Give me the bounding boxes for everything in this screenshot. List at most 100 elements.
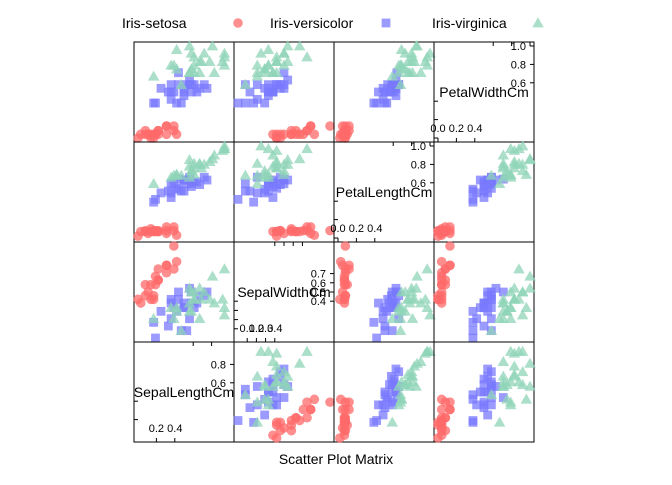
data-point-iris-setosa: [271, 420, 282, 430]
data-point-iris-virginica: [497, 171, 510, 182]
data-point-iris-versicolor: [385, 87, 394, 97]
data-point-iris-virginica: [270, 66, 283, 77]
data-point-iris-virginica: [524, 153, 536, 164]
data-point-iris-virginica: [504, 345, 517, 356]
data-point-iris-versicolor: [186, 87, 196, 97]
data-point-iris-virginica: [392, 59, 405, 70]
tick-label: 0.5: [311, 287, 326, 299]
data-point-iris-setosa: [433, 294, 443, 305]
tick-label: 0.6: [311, 278, 326, 290]
data-point-iris-virginica: [485, 169, 498, 180]
data-point-iris-virginica: [411, 357, 423, 368]
panel-r3-c3: [333, 241, 436, 343]
data-point-iris-virginica: [394, 312, 407, 323]
data-point-iris-virginica: [516, 378, 529, 389]
data-point-iris-setosa: [325, 121, 335, 131]
tick-label: 1.0: [511, 41, 526, 53]
data-point-iris-versicolor: [245, 87, 255, 97]
data-point-iris-versicolor: [479, 186, 489, 196]
tick-label: 0.7: [311, 269, 326, 281]
data-point-iris-versicolor: [275, 367, 285, 377]
diagonal-label: PetalWidthCm: [439, 84, 528, 100]
data-point-iris-versicolor: [279, 68, 289, 78]
data-point-iris-virginica: [516, 158, 529, 169]
data-point-iris-virginica: [262, 143, 275, 154]
data-point-iris-versicolor: [468, 326, 478, 336]
data-point-iris-versicolor: [252, 382, 262, 391]
panel-r4-c3: [333, 341, 436, 443]
data-point-iris-versicolor: [378, 94, 388, 104]
tick-label: 0.4: [311, 296, 326, 308]
data-point-iris-setosa: [305, 404, 316, 415]
data-point-iris-virginica: [497, 355, 510, 366]
data-point-iris-virginica: [251, 370, 264, 381]
data-point-iris-versicolor: [185, 75, 194, 85]
data-point-iris-versicolor: [240, 179, 250, 189]
data-point-iris-virginica: [262, 59, 275, 70]
data-point-iris-versicolor: [468, 390, 478, 400]
data-point-iris-setosa: [325, 225, 335, 236]
data-point-iris-versicolor: [475, 387, 485, 397]
data-point-iris-virginica: [504, 143, 517, 154]
data-point-iris-setosa: [440, 397, 451, 407]
tick-label: 0.4: [467, 123, 482, 135]
data-point-iris-versicolor: [479, 193, 489, 202]
tick-label: 0.8: [411, 159, 426, 171]
data-point-iris-versicolor: [166, 87, 176, 97]
data-point-iris-setosa: [286, 420, 297, 430]
data-point-iris-virginica: [251, 66, 264, 77]
data-point-iris-virginica: [497, 370, 510, 381]
data-point-iris-versicolor: [468, 306, 478, 316]
data-point-iris-virginica: [198, 47, 210, 58]
data-point-iris-setosa: [440, 275, 451, 285]
data-point-iris-versicolor: [385, 298, 394, 308]
panel-r4-c4: [433, 341, 536, 443]
data-point-iris-virginica: [218, 301, 231, 312]
data-point-iris-virginica: [270, 55, 283, 66]
data-point-iris-virginica: [239, 389, 252, 400]
data-point-iris-virginica: [405, 370, 418, 381]
data-point-iris-virginica: [504, 301, 517, 312]
data-point-iris-versicolor: [240, 186, 250, 196]
data-point-iris-setosa: [161, 267, 172, 278]
data-point-iris-versicolor: [498, 287, 508, 297]
data-point-iris-virginica: [239, 169, 252, 180]
data-point-iris-virginica: [504, 312, 517, 323]
data-point-iris-virginica: [516, 286, 529, 297]
data-point-iris-versicolor: [479, 380, 489, 390]
data-point-iris-versicolor: [486, 377, 496, 387]
data-point-iris-virginica: [218, 143, 231, 154]
data-point-iris-virginica: [193, 158, 206, 169]
data-point-iris-versicolor: [380, 303, 390, 313]
data-point-iris-virginica: [508, 360, 521, 371]
tick-label: 0.6: [511, 78, 526, 90]
data-point-iris-virginica: [301, 345, 313, 356]
tick-label: 0.2: [449, 123, 464, 135]
data-point-iris-versicolor: [479, 182, 489, 191]
data-point-iris-virginica: [267, 355, 279, 366]
data-point-iris-virginica: [405, 55, 418, 66]
data-point-iris-virginica: [281, 55, 294, 66]
data-point-iris-setosa: [436, 256, 447, 267]
data-point-iris-setosa: [340, 125, 351, 136]
data-point-iris-setosa: [171, 256, 182, 267]
data-point-iris-versicolor: [386, 371, 396, 381]
data-point-iris-virginica: [508, 282, 521, 293]
data-point-iris-setosa: [146, 133, 156, 143]
data-point-iris-virginica: [421, 263, 433, 274]
data-point-iris-versicolor: [179, 186, 189, 196]
data-point-iris-setosa: [445, 241, 455, 251]
tick-label: 0.4: [167, 423, 182, 435]
data-point-iris-versicolor: [372, 98, 382, 108]
data-point-iris-virginica: [183, 171, 196, 182]
data-point-iris-virginica: [185, 286, 198, 297]
data-point-iris-virginica: [386, 312, 399, 323]
data-point-iris-virginica: [424, 309, 436, 320]
data-point-iris-virginica: [281, 158, 294, 169]
data-point-iris-versicolor: [166, 80, 176, 90]
data-point-iris-versicolor: [472, 400, 482, 410]
data-point-iris-setosa: [161, 260, 172, 271]
data-point-iris-setosa: [309, 129, 320, 140]
data-point-iris-setosa: [271, 231, 282, 241]
data-point-iris-setosa: [309, 394, 320, 405]
